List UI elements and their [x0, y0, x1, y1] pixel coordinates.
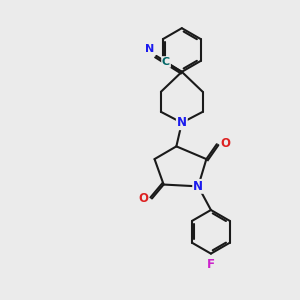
Text: O: O: [220, 137, 230, 150]
Text: F: F: [207, 258, 215, 271]
Text: N: N: [145, 44, 154, 54]
Text: C: C: [162, 57, 170, 67]
Text: N: N: [177, 116, 187, 129]
Text: O: O: [138, 192, 148, 205]
Text: N: N: [193, 180, 203, 193]
